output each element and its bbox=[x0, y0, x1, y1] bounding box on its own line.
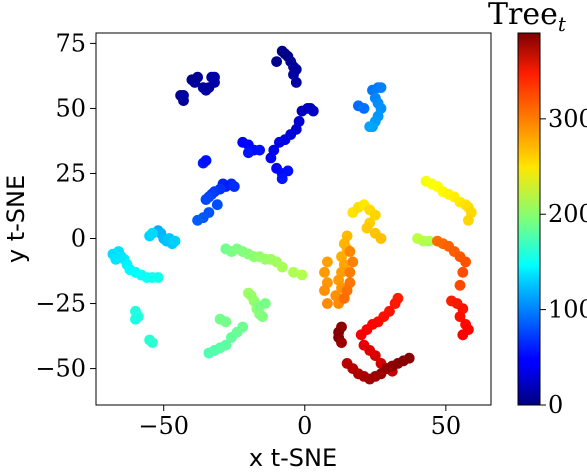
colorbar-tick-label: 200 bbox=[548, 200, 587, 228]
scatter-point bbox=[460, 256, 471, 268]
y-tick-label: 0 bbox=[71, 225, 86, 253]
scatter-points bbox=[107, 45, 477, 385]
scatter-point bbox=[457, 266, 469, 278]
scatter-point bbox=[319, 285, 330, 296]
scatter-point bbox=[274, 136, 285, 148]
y-tick-label: 75 bbox=[55, 29, 86, 57]
scatter-point bbox=[254, 144, 265, 156]
scatter-point bbox=[192, 214, 204, 226]
scatter-point bbox=[288, 266, 299, 278]
scatter-point bbox=[375, 82, 387, 93]
scatter-point bbox=[220, 316, 232, 328]
scatter-point bbox=[322, 298, 333, 309]
scatter-point bbox=[228, 181, 240, 192]
colorbar bbox=[517, 32, 541, 406]
scatter-point bbox=[220, 339, 232, 351]
scatter-point bbox=[338, 292, 350, 304]
scatter-point bbox=[147, 227, 158, 239]
scatter-point bbox=[322, 256, 333, 268]
scatter-point bbox=[209, 77, 220, 88]
scatter-point bbox=[147, 337, 158, 348]
scatter-point bbox=[344, 246, 356, 257]
scatter-point bbox=[457, 329, 469, 341]
y-tick-label: 50 bbox=[55, 94, 86, 122]
plot-frame bbox=[95, 32, 492, 406]
x-tick-label: 0 bbox=[297, 412, 312, 440]
scatter-point bbox=[347, 256, 359, 268]
scatter-point bbox=[259, 298, 271, 309]
y-axis-ticks: −50 −25 0 25 50 75 bbox=[35, 29, 96, 383]
scatter-point bbox=[237, 321, 249, 333]
colorbar-tick-label: 300 bbox=[548, 105, 587, 133]
scatter-point bbox=[336, 321, 347, 333]
x-tick-label: −50 bbox=[138, 412, 189, 440]
scatter-point bbox=[265, 152, 277, 164]
scatter-point bbox=[243, 147, 254, 159]
scatter-point bbox=[369, 350, 381, 361]
x-axis-label: x t-SNE bbox=[249, 444, 337, 472]
scatter-point bbox=[344, 266, 356, 278]
colorbar-tick-label: 0 bbox=[548, 391, 563, 419]
scatter-point bbox=[307, 105, 319, 117]
scatter-point bbox=[282, 165, 294, 177]
scatter-point bbox=[454, 311, 466, 322]
scatter-point bbox=[276, 173, 288, 185]
scatter-point bbox=[364, 121, 376, 133]
scatter-point bbox=[169, 235, 181, 247]
y-tick-label: 25 bbox=[55, 159, 86, 187]
colorbar-ticks: 0 100 200 300 bbox=[540, 105, 587, 419]
scatter-point bbox=[463, 214, 474, 226]
scatter-point bbox=[130, 313, 141, 325]
scatter-point bbox=[389, 298, 401, 309]
scatter-point bbox=[336, 337, 347, 348]
scatter-point bbox=[200, 194, 212, 205]
scatter-point bbox=[375, 233, 387, 244]
scatter-point bbox=[200, 155, 212, 166]
y-tick-label: −50 bbox=[35, 355, 86, 383]
scatter-point bbox=[211, 199, 223, 211]
colorbar-title: Treet bbox=[488, 0, 567, 36]
scatter-point bbox=[423, 235, 435, 247]
scatter-point bbox=[369, 209, 381, 221]
scatter-point bbox=[192, 71, 204, 83]
y-axis-label: y t-SNE bbox=[2, 175, 30, 263]
scatter-point bbox=[403, 352, 415, 364]
scatter-point bbox=[152, 272, 164, 283]
x-axis-ticks: −50 0 50 bbox=[138, 405, 461, 440]
scatter-point bbox=[290, 77, 302, 88]
scatter-point bbox=[116, 251, 127, 263]
scatter-point bbox=[358, 103, 370, 114]
scatter-point bbox=[454, 279, 466, 291]
scatter-point bbox=[319, 266, 330, 278]
scatter-point bbox=[257, 311, 268, 322]
scatter-point bbox=[276, 261, 288, 273]
scatter-point bbox=[178, 90, 189, 101]
colorbar-tick-label: 100 bbox=[548, 296, 587, 324]
x-tick-label: 50 bbox=[431, 412, 462, 440]
scatter-point bbox=[361, 222, 373, 234]
y-tick-label: −25 bbox=[35, 290, 86, 318]
scatter-point bbox=[355, 329, 367, 341]
scatter-point bbox=[296, 269, 308, 281]
scatter-point bbox=[271, 56, 282, 67]
